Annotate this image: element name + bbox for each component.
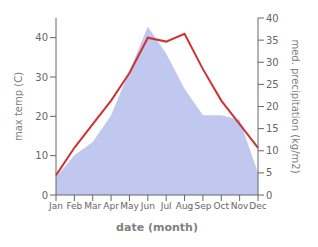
svg-text:15: 15 — [266, 123, 279, 134]
svg-text:Jan: Jan — [48, 201, 63, 211]
svg-text:10: 10 — [266, 145, 279, 156]
svg-text:Feb: Feb — [66, 201, 82, 211]
svg-text:May: May — [120, 201, 139, 211]
svg-text:Jul: Jul — [160, 201, 172, 211]
svg-text:date (month): date (month) — [116, 221, 198, 234]
svg-text:40: 40 — [266, 13, 279, 24]
svg-text:Apr: Apr — [103, 201, 119, 211]
svg-text:Jun: Jun — [140, 201, 155, 211]
svg-text:Aug: Aug — [176, 201, 194, 211]
svg-text:40: 40 — [35, 32, 48, 43]
svg-text:Dec: Dec — [249, 201, 266, 211]
svg-text:20: 20 — [35, 111, 48, 122]
svg-text:30: 30 — [266, 57, 279, 68]
svg-text:Sep: Sep — [194, 201, 211, 211]
svg-text:Nov: Nov — [231, 201, 249, 211]
svg-text:35: 35 — [266, 35, 279, 46]
svg-text:0: 0 — [266, 190, 272, 201]
svg-text:Mar: Mar — [84, 201, 101, 211]
svg-text:0: 0 — [42, 190, 48, 201]
svg-text:10: 10 — [35, 150, 48, 161]
svg-text:30: 30 — [35, 72, 48, 83]
svg-text:med. precipitation (kg/m2): med. precipitation (kg/m2) — [290, 39, 301, 173]
svg-text:25: 25 — [266, 79, 279, 90]
svg-text:20: 20 — [266, 101, 279, 112]
svg-text:5: 5 — [266, 167, 272, 178]
svg-text:Oct: Oct — [213, 201, 229, 211]
svg-text:max temp (C): max temp (C) — [13, 72, 24, 141]
